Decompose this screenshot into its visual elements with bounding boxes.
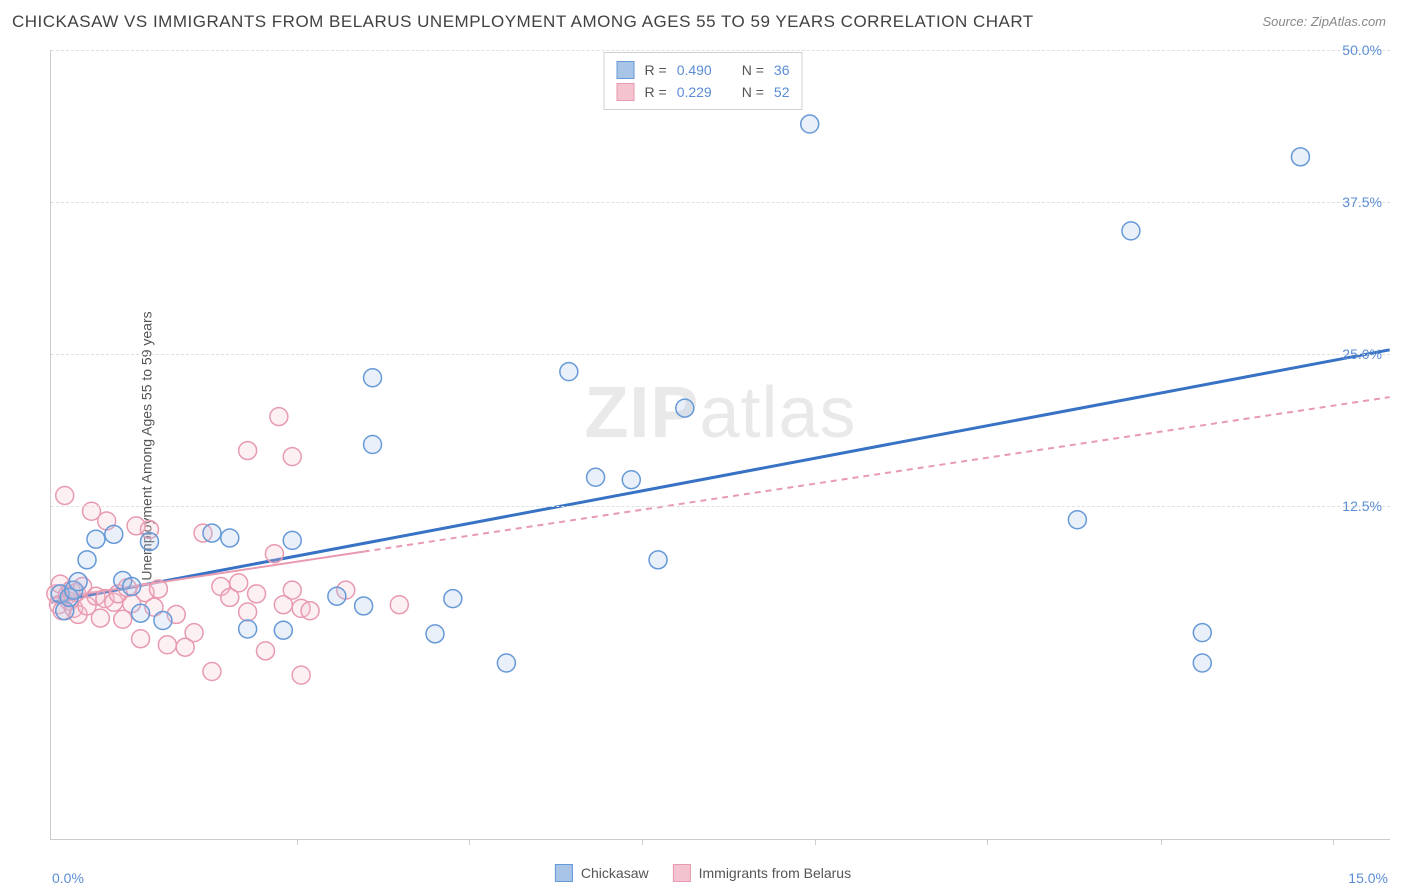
- legend-swatch-blue: [617, 61, 635, 79]
- n-label: N =: [742, 84, 764, 100]
- correlation-legend: R = 0.490 N = 36 R = 0.229 N = 52: [604, 52, 803, 110]
- legend-swatch-blue: [555, 864, 573, 882]
- scatter-chart-svg: [51, 50, 1390, 839]
- series-legend-item: Chickasaw: [555, 864, 649, 882]
- y-tick-label: 25.0%: [1342, 346, 1382, 362]
- x-axis-origin-label: 0.0%: [52, 870, 84, 886]
- y-tick-label: 50.0%: [1342, 42, 1382, 58]
- chart-title: CHICKASAW VS IMMIGRANTS FROM BELARUS UNE…: [12, 12, 1034, 32]
- gridline: [51, 506, 1390, 507]
- legend-swatch-pink: [617, 83, 635, 101]
- x-tick: [297, 839, 298, 845]
- legend-swatch-pink: [673, 864, 691, 882]
- r-value: 0.229: [677, 84, 712, 100]
- gridline: [51, 50, 1390, 51]
- r-value: 0.490: [677, 62, 712, 78]
- correlation-legend-row: R = 0.229 N = 52: [617, 81, 790, 103]
- series-label: Immigrants from Belarus: [699, 865, 851, 881]
- series-legend: Chickasaw Immigrants from Belarus: [555, 864, 851, 882]
- x-tick: [815, 839, 816, 845]
- r-label: R =: [645, 84, 667, 100]
- x-tick: [1333, 839, 1334, 845]
- series-legend-item: Immigrants from Belarus: [673, 864, 851, 882]
- n-value: 52: [774, 84, 790, 100]
- correlation-legend-row: R = 0.490 N = 36: [617, 59, 790, 81]
- x-tick: [987, 839, 988, 845]
- gridline: [51, 202, 1390, 203]
- series-label: Chickasaw: [581, 865, 649, 881]
- y-tick-label: 37.5%: [1342, 194, 1382, 210]
- source-attribution: Source: ZipAtlas.com: [1262, 14, 1386, 29]
- n-value: 36: [774, 62, 790, 78]
- x-tick: [469, 839, 470, 845]
- plot-area: ZIPatlas 12.5%25.0%37.5%50.0%: [50, 50, 1390, 840]
- n-label: N =: [742, 62, 764, 78]
- x-tick: [1161, 839, 1162, 845]
- x-axis-max-label: 15.0%: [1348, 870, 1388, 886]
- y-tick-label: 12.5%: [1342, 498, 1382, 514]
- x-tick: [642, 839, 643, 845]
- r-label: R =: [645, 62, 667, 78]
- gridline: [51, 354, 1390, 355]
